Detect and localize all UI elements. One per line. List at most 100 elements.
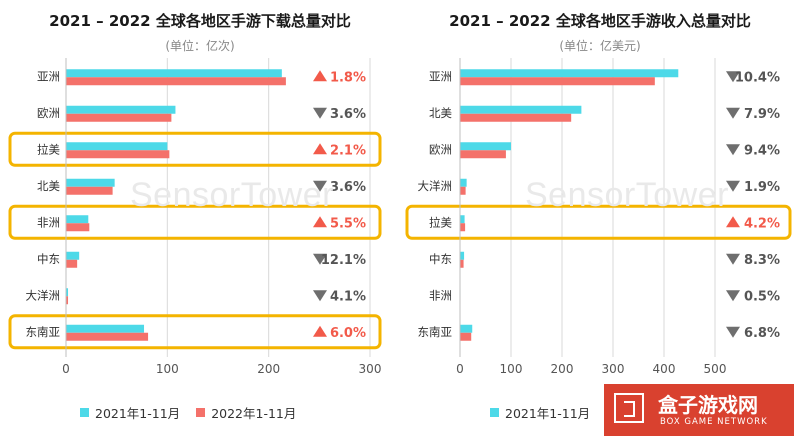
up-triangle-icon xyxy=(726,216,740,228)
box-logo-icon xyxy=(614,393,644,423)
down-triangle-icon xyxy=(726,107,740,119)
bar-2021-中东 xyxy=(66,251,80,260)
left-chart-header: 2021 – 2022 全球各地区手游下载总量对比 (单位：亿次) xyxy=(10,10,390,54)
category-label: 非洲 xyxy=(37,215,60,229)
bar-2021-东南亚 xyxy=(66,324,145,333)
category-label: 大洋洲 xyxy=(418,179,453,193)
down-triangle-icon xyxy=(726,290,740,302)
bar-2021-亚洲 xyxy=(460,69,679,78)
down-triangle-icon xyxy=(726,71,740,83)
bar-2022-大洋洲 xyxy=(460,186,466,195)
left-chart-unit: (单位：亿次) xyxy=(165,39,235,53)
legend-swatch-2021-right xyxy=(490,408,499,417)
bar-2021-非洲 xyxy=(66,215,89,224)
bar-2022-亚洲 xyxy=(66,77,286,86)
bar-2021-大洋洲 xyxy=(460,178,467,187)
change-percent-label: 1.9% xyxy=(744,180,780,195)
bar-2021-北美 xyxy=(66,178,115,187)
category-label: 亚洲 xyxy=(429,69,452,83)
category-label: 中东 xyxy=(429,252,452,266)
change-percent-label: 0.5% xyxy=(744,289,780,304)
legend-swatch-2022 xyxy=(196,408,206,417)
bar-2022-东南亚 xyxy=(66,332,149,341)
bar-2021-欧洲 xyxy=(66,105,176,114)
bar-2022-拉美 xyxy=(460,223,466,232)
x-tick-label: 400 xyxy=(653,362,676,376)
change-percent-label: 6.0% xyxy=(330,326,366,341)
bar-2022-东南亚 xyxy=(460,332,472,341)
up-triangle-icon xyxy=(313,216,327,228)
down-triangle-icon xyxy=(313,290,327,302)
right-legend: 2021年1-11月 xyxy=(490,403,590,422)
down-triangle-icon xyxy=(726,326,740,338)
change-percent-label: 8.3% xyxy=(744,253,780,268)
x-tick-label: 300 xyxy=(602,362,625,376)
change-percent-label: 12.1% xyxy=(321,253,366,268)
down-triangle-icon xyxy=(313,180,327,192)
bar-2021-东南亚 xyxy=(460,324,473,333)
bar-2021-中东 xyxy=(460,251,465,260)
logo-name-en: BOX GAME NETWORK xyxy=(660,417,768,427)
legend-label-2021: 2021年1-11月 xyxy=(95,406,181,421)
left-legend: 2021年1-11月 2022年1-11月 xyxy=(80,403,296,422)
left-watermark: SensorTower xyxy=(130,176,334,214)
legend-swatch-2021 xyxy=(80,408,89,417)
change-percent-label: 4.1% xyxy=(330,289,366,304)
bar-2022-大洋洲 xyxy=(66,296,69,305)
change-percent-label: 3.6% xyxy=(330,107,366,122)
highlight-box-拉美 xyxy=(405,204,792,240)
bar-2021-北美 xyxy=(460,105,582,114)
highlight-box-东南亚 xyxy=(8,314,382,350)
x-tick-label: 100 xyxy=(500,362,523,376)
change-percent-label: 6.8% xyxy=(744,326,780,341)
bar-2021-欧洲 xyxy=(460,142,511,151)
bar-2021-拉美 xyxy=(66,142,168,151)
x-tick-label: 300 xyxy=(359,362,382,376)
down-triangle-icon xyxy=(726,144,740,156)
bar-2022-北美 xyxy=(66,186,113,195)
category-label: 中东 xyxy=(37,252,60,266)
legend-label-2021-right: 2021年1-11月 xyxy=(505,406,591,421)
change-percent-label: 9.4% xyxy=(744,143,780,158)
bar-2022-欧洲 xyxy=(460,150,506,159)
down-triangle-icon xyxy=(313,107,327,119)
bar-2021-大洋洲 xyxy=(66,288,69,297)
logo-name-cn: 盒子游戏网 xyxy=(658,393,758,417)
x-tick-label: 500 xyxy=(704,362,727,376)
change-percent-label: 1.8% xyxy=(330,70,366,85)
change-percent-label: 5.5% xyxy=(330,216,366,231)
bar-2022-中东 xyxy=(460,259,464,268)
down-triangle-icon xyxy=(726,180,740,192)
up-triangle-icon xyxy=(313,70,327,82)
category-label: 北美 xyxy=(429,106,452,120)
bar-2022-拉美 xyxy=(66,150,170,159)
category-label: 拉美 xyxy=(429,215,452,229)
x-tick-label: 0 xyxy=(456,362,464,376)
right-chart-header: 2021 – 2022 全球各地区手游收入总量对比 (单位：亿美元) xyxy=(405,10,795,54)
change-percent-label: 4.2% xyxy=(744,216,780,231)
bar-2022-非洲 xyxy=(66,223,90,232)
highlight-box-拉美 xyxy=(8,131,382,167)
category-label: 北美 xyxy=(37,179,60,193)
change-percent-label: 3.6% xyxy=(330,180,366,195)
right-chart-title: 2021 – 2022 全球各地区手游收入总量对比 xyxy=(449,12,751,30)
bar-2022-亚洲 xyxy=(460,77,655,86)
bar-2022-北美 xyxy=(460,113,572,122)
x-tick-label: 100 xyxy=(156,362,179,376)
left-chart-title: 2021 – 2022 全球各地区手游下载总量对比 xyxy=(49,12,351,30)
category-label: 大洋洲 xyxy=(26,288,61,302)
category-label: 欧洲 xyxy=(37,106,60,120)
x-tick-label: 0 xyxy=(62,362,70,376)
bar-2021-亚洲 xyxy=(66,69,282,78)
change-percent-label: 10.4% xyxy=(735,70,780,85)
site-logo: 盒子游戏网 BOX GAME NETWORK xyxy=(604,384,794,436)
category-label: 非洲 xyxy=(429,288,452,302)
down-triangle-icon xyxy=(313,253,327,265)
category-label: 欧洲 xyxy=(429,142,452,156)
up-triangle-icon xyxy=(313,143,327,155)
category-label: 亚洲 xyxy=(37,69,60,83)
bar-2021-拉美 xyxy=(460,215,465,224)
category-label: 拉美 xyxy=(37,142,60,156)
bar-2022-中东 xyxy=(66,259,78,268)
